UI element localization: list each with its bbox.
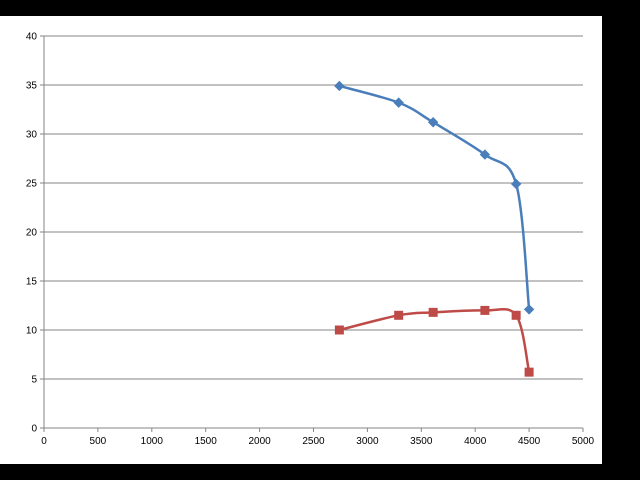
data-point-square (480, 305, 490, 315)
data-point-diamond (479, 149, 491, 160)
x-tick-label: 0 (41, 436, 47, 447)
series-1 (334, 80, 535, 315)
gridlines (44, 35, 583, 380)
y-tick-label: 15 (26, 277, 38, 288)
y-tick-label: 10 (26, 326, 38, 337)
x-tick-label: 2500 (302, 436, 325, 447)
data-point-diamond (393, 97, 404, 108)
x-tick-label: 3500 (410, 436, 433, 447)
x-tick-label: 1500 (195, 436, 218, 447)
x-tick-label: 2000 (248, 436, 271, 447)
series-2-line (339, 307, 531, 373)
data-point-diamond (523, 304, 535, 315)
y-tick-label: 30 (26, 130, 38, 141)
x-tick-label: 1000 (141, 436, 164, 447)
series-2 (334, 305, 534, 377)
y-tick-label: 0 (31, 424, 37, 435)
y-tick-label: 40 (26, 32, 38, 43)
y-tick-labels: 0 5 10 15 20 25 30 35 40 (26, 32, 44, 435)
y-tick-label: 25 (26, 179, 38, 190)
x-tick-label: 3000 (356, 436, 379, 447)
data-point-square (394, 310, 404, 320)
data-point-square (334, 325, 344, 335)
x-tick-label: 500 (90, 436, 107, 447)
chart-svg: 0 5 10 15 20 25 30 35 40 0 500 1000 1500 2000 2500 300… (26, 32, 595, 448)
y-tick-label: 35 (26, 81, 38, 92)
x-tick-label: 5000 (572, 436, 595, 447)
data-point-diamond (427, 117, 439, 128)
series-group (334, 80, 535, 377)
x-tick-labels: 0 500 1000 1500 2000 2500 3000 3500 4000 4500 5000 (41, 428, 595, 447)
data-point-diamond (510, 178, 522, 190)
data-point-square (428, 307, 438, 317)
x-tick-label: 4000 (464, 436, 487, 447)
y-tick-label: 5 (31, 375, 37, 386)
data-point-diamond (334, 80, 345, 92)
data-point-square (524, 367, 534, 377)
y-tick-label: 20 (26, 228, 38, 239)
data-point-square (511, 310, 521, 320)
chart-area: 0 5 10 15 20 25 30 35 40 0 500 1000 1500 2000 2500 300… (0, 16, 602, 464)
x-tick-label: 4500 (518, 436, 541, 447)
